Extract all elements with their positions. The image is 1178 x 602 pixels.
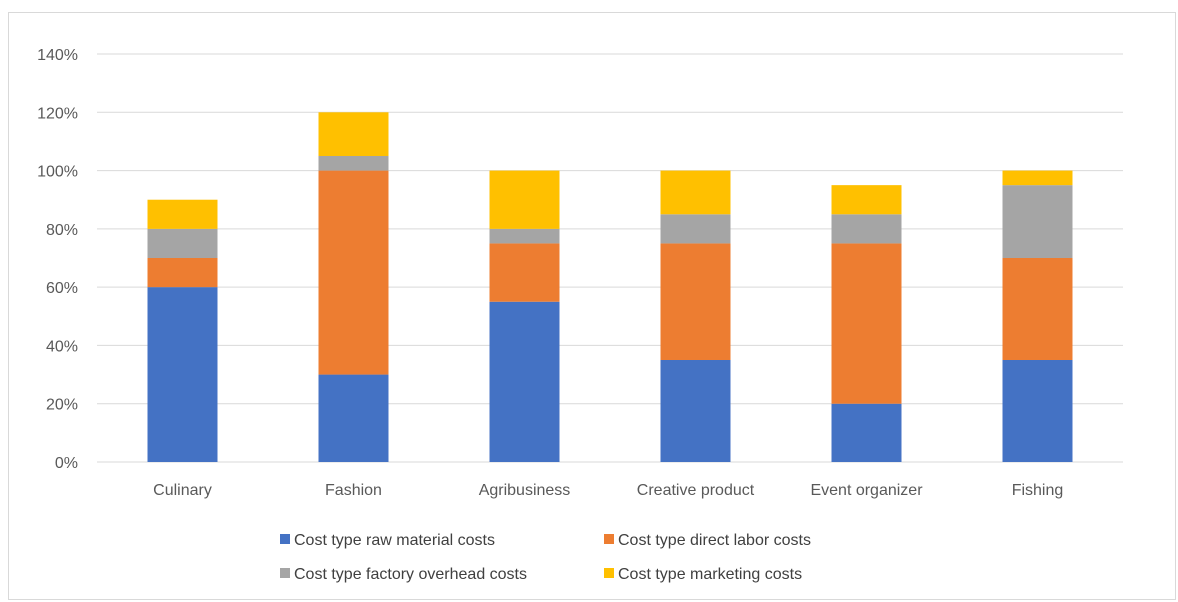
legend-swatch [604, 534, 614, 544]
x-tick-label: Event organizer [810, 482, 923, 499]
y-tick-label: 100% [37, 164, 78, 181]
bar-segment [1002, 258, 1073, 360]
x-tick-label: Creative product [637, 482, 755, 499]
y-tick-label: 0% [55, 455, 78, 472]
bar-segment [1002, 185, 1073, 258]
bar-segment [489, 228, 560, 244]
bar-segment [489, 170, 560, 229]
legend-swatch [604, 568, 614, 578]
bar-segment [489, 301, 560, 462]
x-tick-label: Fishing [1012, 482, 1064, 499]
y-tick-label: 60% [46, 280, 78, 297]
legend-label: Cost type direct labor costs [618, 532, 811, 549]
y-tick-label: 120% [37, 105, 78, 122]
gridlines [97, 53, 1123, 463]
legend-label: Cost type raw material costs [294, 532, 495, 549]
bar-segment [147, 287, 218, 462]
bar-segment [147, 228, 218, 258]
bar-segment [831, 403, 902, 462]
legend-label: Cost type factory overhead costs [294, 566, 527, 583]
x-axis-ticks: Culinary Fashion Agribusiness Creative prod… [153, 482, 1063, 499]
y-tick-label: 20% [46, 397, 78, 414]
legend-swatch [280, 568, 290, 578]
y-tick-label: 80% [46, 222, 78, 239]
bar-segment [831, 243, 902, 404]
bars [147, 112, 1073, 462]
legend: Cost type raw material costs Cost type di… [280, 532, 811, 583]
bar-segment [831, 214, 902, 244]
x-tick-label: Fashion [325, 482, 382, 499]
bar-segment [831, 185, 902, 215]
bar-segment [318, 156, 389, 171]
bar-segment [147, 258, 218, 288]
bar-segment [1002, 170, 1073, 186]
bar-segment [318, 170, 389, 375]
bar-segment [318, 374, 389, 462]
bar-segment [489, 243, 560, 302]
bar-segment [318, 112, 389, 156]
bar-segment [147, 199, 218, 229]
bar-segment [660, 214, 731, 244]
x-tick-label: Agribusiness [479, 482, 571, 499]
bar-segment [660, 243, 731, 360]
bar-segment [1002, 360, 1073, 462]
y-tick-label: 140% [37, 47, 78, 64]
legend-swatch [280, 534, 290, 544]
bar-segment [660, 360, 731, 462]
x-tick-label: Culinary [153, 482, 212, 499]
y-tick-label: 40% [46, 338, 78, 355]
y-axis-ticks: 0% 20% 40% 60% 80% 100% 120% 140% [37, 47, 78, 472]
legend-label: Cost type marketing costs [618, 566, 802, 583]
bar-segment [660, 170, 731, 215]
